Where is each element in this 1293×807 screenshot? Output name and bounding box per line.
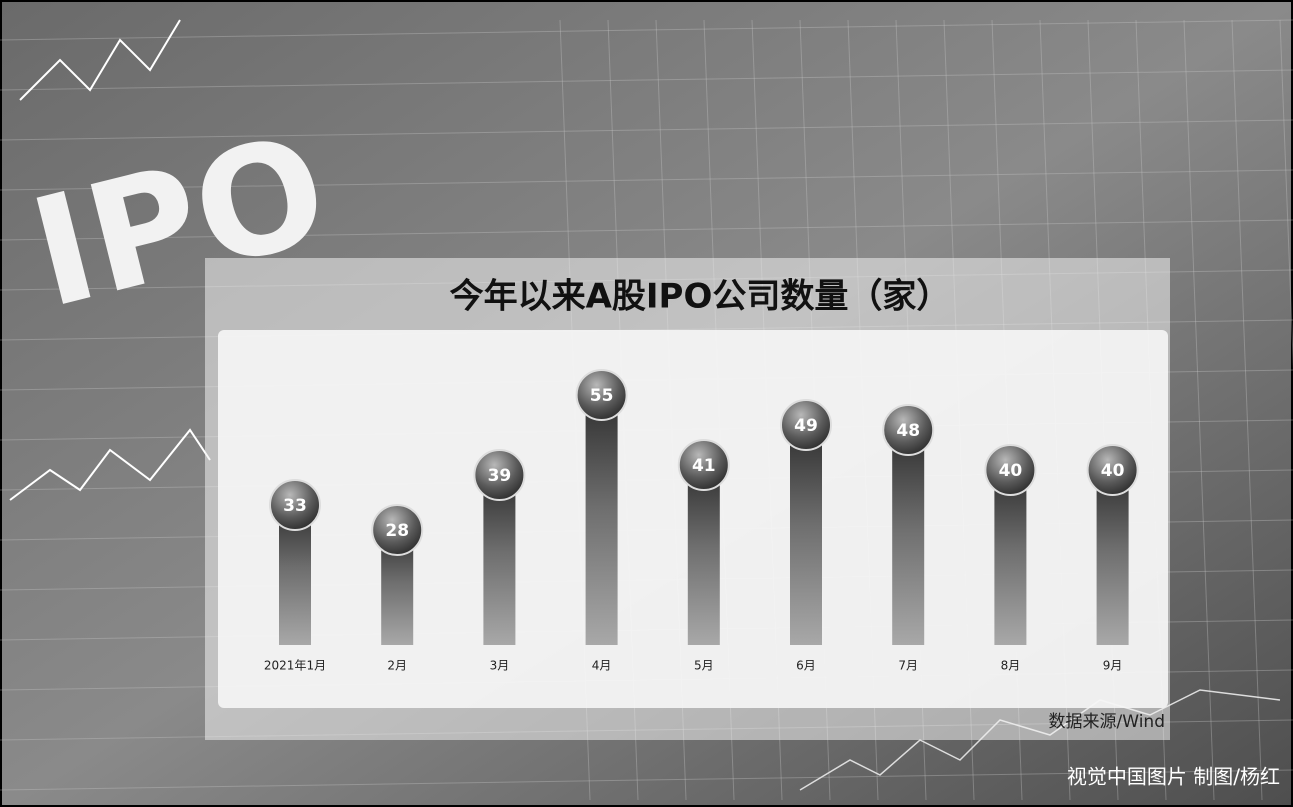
value-label: 39 xyxy=(488,466,512,486)
x-tick-label: 5月 xyxy=(694,659,714,673)
decor-line xyxy=(19,19,181,101)
bar-cap xyxy=(371,504,424,556)
x-tick-label: 9月 xyxy=(1103,659,1123,673)
decor-grid-line xyxy=(0,169,1293,191)
decor-grid-line xyxy=(0,119,1293,141)
value-label: 40 xyxy=(1101,461,1125,481)
decor-grid-line xyxy=(0,769,1293,791)
bar-cap xyxy=(575,369,628,421)
decor-grid-line xyxy=(1279,19,1293,372)
chart-title: 今年以来A股IPO公司数量（家） xyxy=(450,277,951,317)
bar xyxy=(687,465,720,645)
decor-grid-line xyxy=(1231,19,1263,801)
x-tick-label: 7月 xyxy=(898,659,918,673)
bar xyxy=(585,395,618,645)
value-label: 49 xyxy=(794,416,818,436)
credit: 视觉中国图片 制图/杨红 xyxy=(1067,765,1280,789)
value-label: 48 xyxy=(896,421,920,441)
bar-cap xyxy=(473,449,526,501)
x-tick-label: 2月 xyxy=(387,659,407,673)
bar-cap xyxy=(882,404,935,456)
bar xyxy=(892,430,925,645)
decor-grid-line xyxy=(0,19,1293,41)
value-label: 41 xyxy=(692,456,716,476)
bar xyxy=(483,475,516,645)
bar-cap xyxy=(984,444,1037,496)
bar-cap xyxy=(1086,444,1139,496)
decor-grid-line xyxy=(0,219,1293,241)
value-label: 28 xyxy=(385,521,409,541)
value-label: 40 xyxy=(999,461,1023,481)
x-tick-label: 6月 xyxy=(796,659,816,673)
bar xyxy=(1096,470,1129,645)
bars: 33 2021年1月 28 2月 39 3月 55 4月 41 5月 49 6月 48 7月 40 8月 40 9… xyxy=(264,369,1139,673)
value-label: 55 xyxy=(590,386,614,406)
decor-grid-line xyxy=(0,69,1293,91)
source: 数据来源/Wind xyxy=(1049,712,1165,732)
x-tick-label: 3月 xyxy=(490,659,510,673)
x-tick-label: 4月 xyxy=(592,659,612,673)
bar xyxy=(790,425,822,645)
x-tick-label: 2021年1月 xyxy=(264,659,326,673)
decor-line xyxy=(9,428,211,501)
decor-grid-line xyxy=(1183,19,1215,801)
bar xyxy=(994,470,1027,645)
bar-cap xyxy=(677,439,730,491)
value-label: 33 xyxy=(283,496,307,516)
bar-cap xyxy=(269,479,321,531)
x-tick-label: 8月 xyxy=(1001,659,1021,673)
bar-cap xyxy=(780,399,832,451)
